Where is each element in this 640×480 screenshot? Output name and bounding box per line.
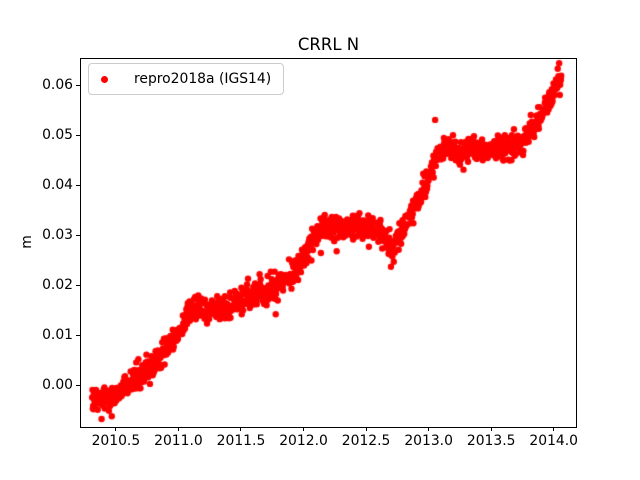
y-tick-label: 0.02 <box>42 277 73 294</box>
y-tick-label: 0.03 <box>42 226 73 243</box>
legend-marker-icon <box>101 75 108 83</box>
x-tick-mark <box>115 427 117 431</box>
y-tick-mark <box>76 285 80 287</box>
y-tick-mark <box>76 134 80 136</box>
x-tick-label: 2010.5 <box>91 433 141 449</box>
y-tick-mark <box>76 385 80 387</box>
y-tick-mark <box>76 234 80 236</box>
x-tick-label: 2011.0 <box>154 433 203 449</box>
x-tick-label: 2014.0 <box>529 433 579 449</box>
chart-title: CRRL N <box>297 35 360 54</box>
y-tick-mark <box>76 335 80 337</box>
x-tick-label: 2011.5 <box>216 433 266 449</box>
y-tick-label: 0.06 <box>42 76 73 93</box>
x-tick-mark <box>428 427 430 431</box>
x-tick-mark <box>240 427 242 431</box>
x-tick-label: 2012.5 <box>341 433 391 449</box>
y-tick-label: 0.04 <box>42 176 73 193</box>
x-tick-label: 2013.5 <box>466 433 516 449</box>
y-tick-mark <box>76 84 80 86</box>
y-tick-mark <box>76 184 80 186</box>
x-tick-mark <box>553 427 555 431</box>
y-tick-label: 0.05 <box>42 126 73 143</box>
x-tick-label: 2013.0 <box>404 433 453 449</box>
y-tick-label: 0.00 <box>42 377 73 394</box>
y-tick-label: 0.01 <box>42 327 73 344</box>
x-tick-mark <box>490 427 492 431</box>
x-tick-mark <box>177 427 179 431</box>
x-tick-mark <box>303 427 305 431</box>
scatter-points-canvas <box>81 59 576 427</box>
x-tick-mark <box>365 427 367 431</box>
legend-label: repro2018a (IGS14) <box>134 71 272 87</box>
legend: repro2018a (IGS14) <box>88 63 284 95</box>
x-tick-label: 2012.0 <box>279 433 328 449</box>
